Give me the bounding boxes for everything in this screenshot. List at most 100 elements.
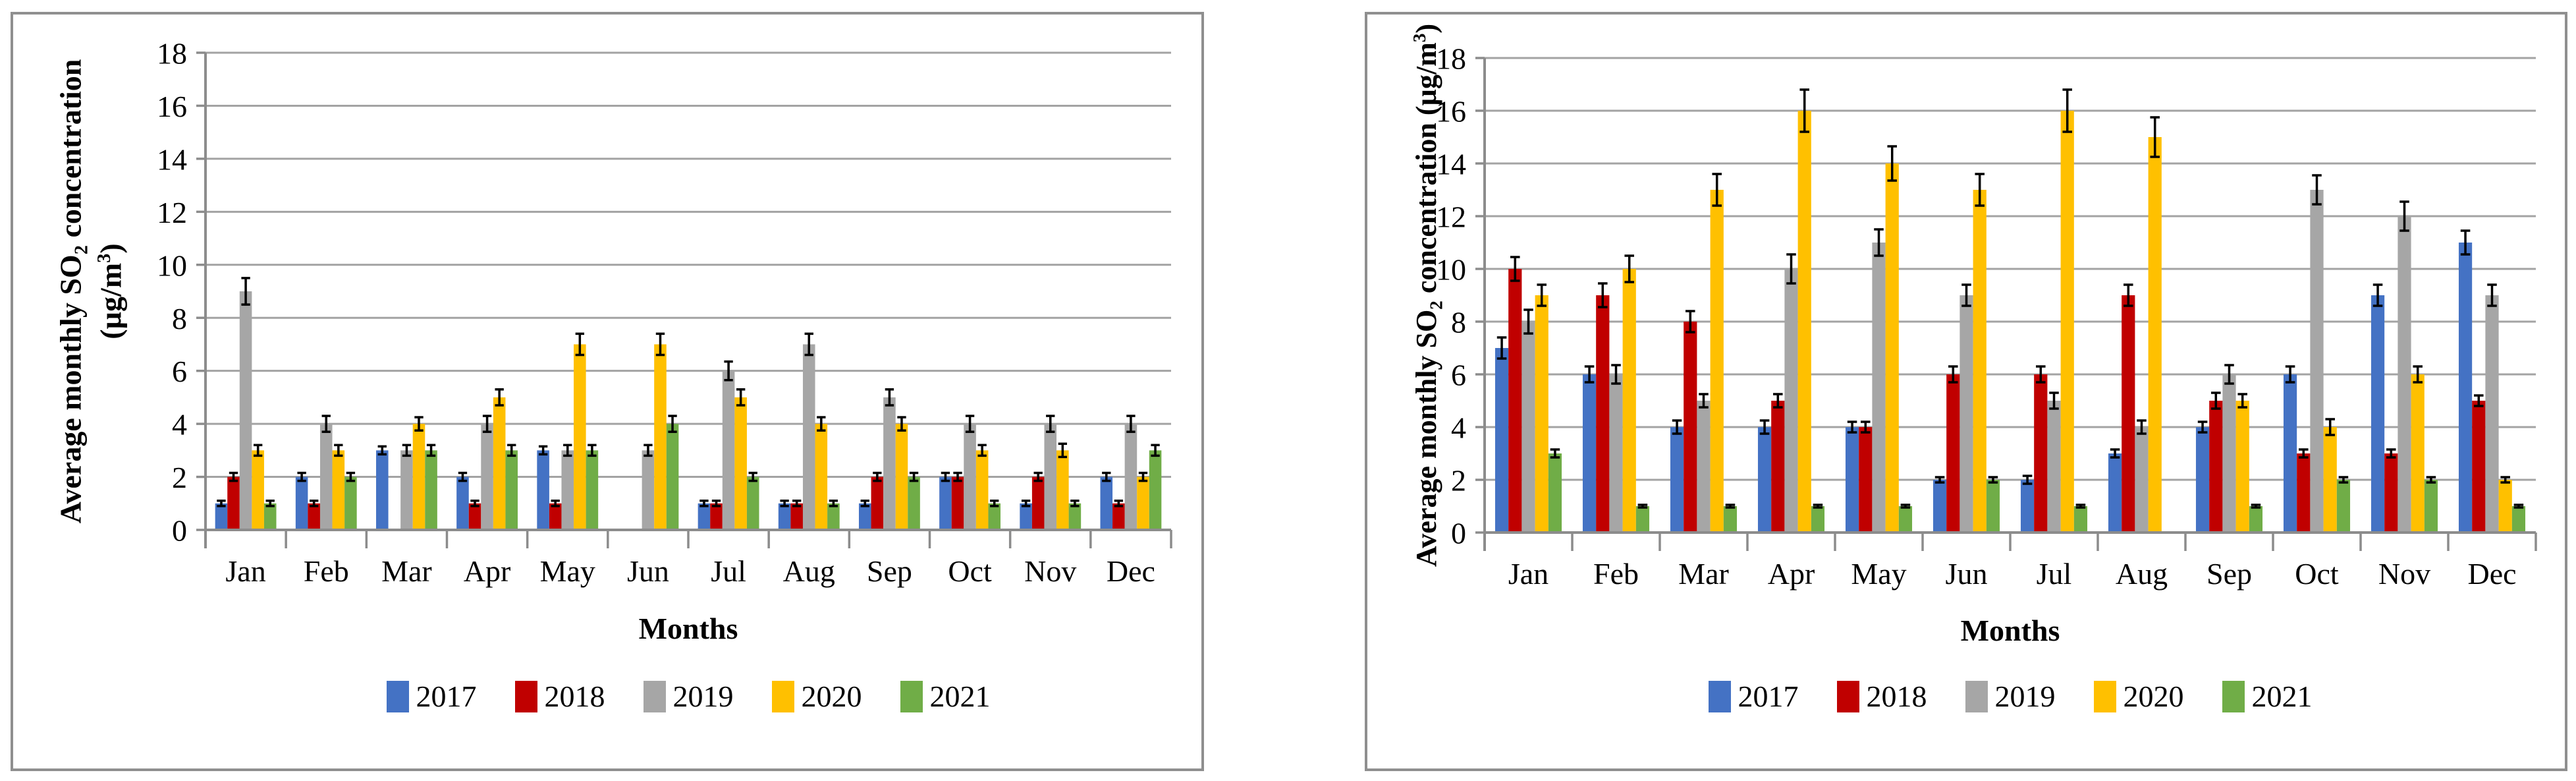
bar-2019-Jun [642, 450, 655, 530]
bar-2017-Jul [698, 503, 711, 530]
x-tick-label-Aug: Aug [783, 554, 835, 588]
bar-2017-Nov [1020, 503, 1032, 530]
legend-swatch-2018 [1836, 680, 1859, 712]
bar-2017-Oct [939, 477, 952, 530]
y-tick-label: 10 [157, 248, 187, 282]
bar-2021-Feb [1635, 506, 1650, 533]
bar-2019-Feb [1609, 374, 1623, 533]
bar-2019-Sep [2222, 374, 2236, 533]
bar-2017-Mar [375, 450, 389, 530]
x-tick-label-Apr: Apr [1768, 557, 1815, 591]
bar-2019-Dec [2485, 295, 2499, 533]
legend-swatch-2020 [771, 680, 794, 712]
bar-2018-Jan [1508, 269, 1522, 533]
x-tick-label-May: May [540, 554, 595, 588]
legend-item: 2018 [1836, 679, 1927, 714]
bar-2020-Aug [2148, 137, 2162, 533]
bar-2021-Sep [908, 477, 920, 530]
y-tick-label: 0 [1451, 517, 1466, 550]
y-axis-title-text: Average monthly SO [53, 254, 88, 524]
bar-chart-svg-right: 0 2 4 6 8 10 12 14 16 18 Jan Feb Mar Apr May Jun Jul Aug S… [1436, 42, 2537, 591]
legend-label: 2018 [1866, 680, 1927, 713]
bar-2017-Oct [2283, 374, 2297, 533]
bar-2017-Sep [2195, 427, 2210, 533]
y-tick-label: 12 [157, 196, 187, 229]
bar-2021-Dec [2511, 506, 2526, 533]
x-tick-label-Mar: Mar [1678, 557, 1729, 591]
bar-2019-Jun [1959, 295, 1973, 533]
legend-swatch-2021 [900, 680, 923, 712]
bar-2017-Aug [778, 503, 791, 530]
bar-2021-Sep [2249, 506, 2263, 533]
legend-label: 2017 [416, 680, 477, 713]
x-tick-label-Mar: Mar [381, 554, 432, 588]
y-tick-label: 16 [157, 90, 187, 123]
bar-2017-Jul [2020, 480, 2035, 533]
x-tick-label-Jun: Jun [627, 554, 669, 588]
bar-2018-Oct [951, 477, 964, 530]
bar-2017-Nov [2370, 295, 2385, 533]
bar-2021-Nov [1068, 503, 1082, 530]
y-axis-units: (µg/m [94, 262, 128, 339]
bar-2018-Apr [468, 503, 481, 530]
bar-2017-Dec [1100, 477, 1113, 530]
bar-2020-Apr [493, 397, 506, 530]
bar-2020-Jan [252, 450, 264, 530]
y-tick-label: 8 [1451, 306, 1466, 339]
bar-2021-Feb [344, 477, 357, 530]
bar-2017-Apr [1757, 427, 1772, 533]
bar-2017-May [1845, 427, 1859, 533]
legend-item: 2019 [1965, 679, 2056, 714]
legend-item: 2018 [514, 679, 605, 714]
bar-2018-Apr [1771, 401, 1785, 533]
bar-2017-Jun [1932, 480, 1947, 533]
bar-2020-Dec [2498, 480, 2512, 533]
y-axis-units2: ) [94, 243, 128, 254]
y-tick-label: 12 [1436, 200, 1466, 234]
bar-2019-Mar [400, 450, 413, 530]
x-tick-label-Sep: Sep [867, 554, 912, 588]
y-tick-label: 10 [1436, 253, 1466, 287]
y-axis-title-text2: concentration [53, 59, 88, 246]
bar-2018-Jul [2034, 374, 2048, 533]
bar-2017-Feb [295, 477, 308, 530]
bar-2021-Apr [505, 450, 518, 530]
bar-2019-May [1872, 243, 1886, 533]
bar-2021-Nov [2424, 480, 2438, 533]
bar-2019-Apr [481, 424, 493, 530]
bar-2018-May [1859, 427, 1873, 533]
bar-2020-Mar [1710, 190, 1724, 533]
bar-2018-May [549, 503, 562, 530]
bar-2018-Aug [2122, 295, 2135, 533]
bar-2020-Sep [895, 424, 908, 530]
bar-2017-Dec [2458, 243, 2473, 533]
x-tick-label-Oct: Oct [2295, 557, 2339, 591]
bar-2018-Oct [2297, 453, 2311, 533]
y-axis-title: Average monthly SO2 concentration (µg/m3… [1409, 24, 1447, 567]
bar-2019-Jul [722, 370, 735, 530]
y-tick-label: 0 [172, 514, 187, 548]
bar-2019-Dec [1124, 424, 1137, 530]
y-tick-label: 18 [1436, 42, 1466, 76]
y-tick-label: 2 [1451, 464, 1466, 498]
x-tick-label-Nov: Nov [1024, 554, 1076, 588]
bar-2020-Feb [1622, 269, 1636, 533]
cubed-superscript: 3 [1410, 33, 1430, 43]
cubed-superscript: 3 [94, 253, 115, 263]
bar-2017-Jan [1494, 348, 1509, 533]
bar-2018-Mar [1684, 322, 1697, 533]
legend-swatch-2019 [1965, 680, 1988, 712]
bar-2021-Jul [2073, 506, 2088, 533]
bar-2021-Jan [263, 503, 277, 530]
x-tick-label-Jul: Jul [711, 554, 746, 588]
bar-2019-Aug [2135, 427, 2149, 533]
bar-2019-Jan [239, 291, 252, 530]
y-tick-label: 14 [157, 142, 187, 176]
bar-2020-Jun [1973, 190, 1987, 533]
bar-2021-Mar [425, 450, 437, 530]
bar-2020-Nov [1056, 450, 1069, 530]
legend-item: 2021 [900, 679, 991, 714]
y-tick-label: 6 [1451, 359, 1466, 392]
bar-2019-Jul [2047, 401, 2061, 533]
